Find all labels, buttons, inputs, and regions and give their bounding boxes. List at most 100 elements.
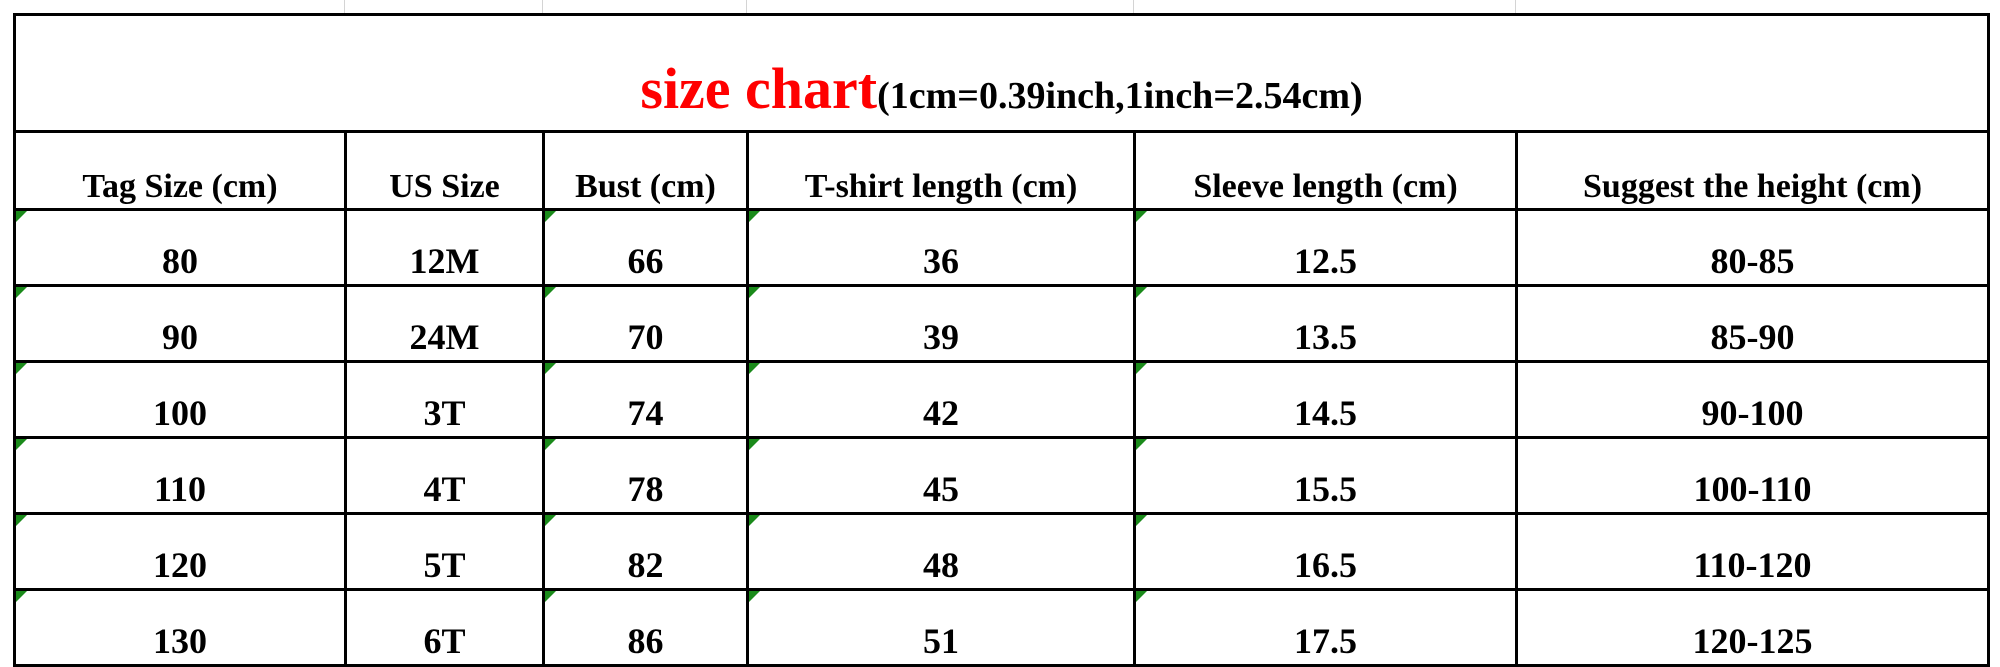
cell-value: 100 <box>153 393 207 433</box>
cell-value: 14.5 <box>1294 393 1357 433</box>
table-cell: 13.5 <box>1133 284 1518 363</box>
table-cell: 80 <box>13 208 347 287</box>
cell-value: 3T <box>423 393 466 433</box>
table-cell: 51 <box>746 588 1136 667</box>
title-main: size chart <box>640 56 878 121</box>
cell-value: 39 <box>923 317 959 357</box>
table-cell: 66 <box>542 208 749 287</box>
table-cell: 85-90 <box>1514 284 1991 363</box>
cell-value: 24M <box>409 317 480 357</box>
spreadsheet-gridlines <box>0 0 2000 13</box>
table-cell: 4T <box>344 436 545 515</box>
cell-value: 12.5 <box>1294 241 1357 281</box>
cell-value: 66 <box>627 241 664 281</box>
table-cell: 45 <box>746 436 1136 515</box>
number-as-text-indicator-icon <box>17 212 27 222</box>
table-cell: 12.5 <box>1133 208 1518 287</box>
cell-value: 17.5 <box>1294 621 1357 661</box>
table-row: 110 4T 78 45 15.5 100-110 <box>13 436 1991 515</box>
table-cell: 90-100 <box>1514 360 1991 439</box>
number-as-text-indicator-icon <box>546 212 556 222</box>
table-cell: 17.5 <box>1133 588 1518 667</box>
table-cell: 36 <box>746 208 1136 287</box>
table-cell: 3T <box>344 360 545 439</box>
column-header: T-shirt length (cm) <box>746 130 1136 211</box>
table-cell: 110-120 <box>1514 512 1991 591</box>
number-as-text-indicator-icon <box>750 364 760 374</box>
cell-value: 12M <box>409 241 480 281</box>
table-cell: 120 <box>13 512 347 591</box>
table-cell: 48 <box>746 512 1136 591</box>
cell-value: 86 <box>627 621 664 661</box>
cell-value: 78 <box>627 469 664 509</box>
number-as-text-indicator-icon <box>546 516 556 526</box>
number-as-text-indicator-icon <box>17 592 27 602</box>
table-cell: 78 <box>542 436 749 515</box>
cell-value: 100-110 <box>1693 469 1812 509</box>
cell-value: 6T <box>423 621 466 661</box>
number-as-text-indicator-icon <box>546 364 556 374</box>
cell-value: 80 <box>162 241 198 281</box>
number-as-text-indicator-icon <box>546 592 556 602</box>
cell-value: 70 <box>627 317 664 357</box>
cell-value: 120 <box>153 545 207 585</box>
table-cell: 80-85 <box>1514 208 1991 287</box>
number-as-text-indicator-icon <box>750 592 760 602</box>
table-cell: 120-125 <box>1514 588 1991 667</box>
number-as-text-indicator-icon <box>17 516 27 526</box>
number-as-text-indicator-icon <box>750 288 760 298</box>
number-as-text-indicator-icon <box>1137 516 1147 526</box>
table-cell: 74 <box>542 360 749 439</box>
table-cell: 130 <box>13 588 347 667</box>
number-as-text-indicator-icon <box>17 440 27 450</box>
table-cell: 100 <box>13 360 347 439</box>
table-cell: 42 <box>746 360 1136 439</box>
table-cell: 24M <box>344 284 545 363</box>
cell-value: 120-125 <box>1692 621 1813 661</box>
cell-value: 110-120 <box>1693 545 1812 585</box>
cell-value: 42 <box>923 393 959 433</box>
cell-value: 90-100 <box>1701 393 1804 433</box>
column-header: Tag Size (cm) <box>13 130 347 211</box>
number-as-text-indicator-icon <box>1137 364 1147 374</box>
table-cell: 100-110 <box>1514 436 1991 515</box>
table-row: 100 3T 74 42 14.5 90-100 <box>13 360 1991 439</box>
table-cell: 90 <box>13 284 347 363</box>
title-conversion: (1cm=0.39inch,1inch=2.54cm) <box>877 75 1363 117</box>
cell-value: 45 <box>923 469 959 509</box>
table-row: 80 12M 66 36 12.5 80-85 <box>13 208 1991 287</box>
cell-value: 90 <box>162 317 198 357</box>
number-as-text-indicator-icon <box>17 364 27 374</box>
table-cell: 86 <box>542 588 749 667</box>
cell-value: 80-85 <box>1710 241 1795 281</box>
cell-value: 15.5 <box>1294 469 1357 509</box>
number-as-text-indicator-icon <box>750 516 760 526</box>
table-cell: 82 <box>542 512 749 591</box>
table-cell: 5T <box>344 512 545 591</box>
number-as-text-indicator-icon <box>750 212 760 222</box>
table-cell: 110 <box>13 436 347 515</box>
number-as-text-indicator-icon <box>17 288 27 298</box>
cell-value: 82 <box>627 545 664 585</box>
cell-value: 13.5 <box>1294 317 1357 357</box>
number-as-text-indicator-icon <box>1137 288 1147 298</box>
column-header: Suggest the height (cm) <box>1514 130 1991 211</box>
column-header: Bust (cm) <box>542 130 749 211</box>
cell-value: 48 <box>923 545 959 585</box>
number-as-text-indicator-icon <box>1137 592 1147 602</box>
cell-value: 5T <box>423 545 466 585</box>
size-chart-table: size chart(1cm=0.39inch,1inch=2.54cm) Ta… <box>12 13 1991 667</box>
number-as-text-indicator-icon <box>1137 440 1147 450</box>
cell-value: 36 <box>923 241 959 281</box>
number-as-text-indicator-icon <box>750 440 760 450</box>
cell-value: 130 <box>153 621 207 661</box>
table-row: 120 5T 82 48 16.5 110-120 <box>13 512 1991 591</box>
cell-value: 110 <box>153 469 206 509</box>
table-cell: 12M <box>344 208 545 287</box>
table-title: size chart(1cm=0.39inch,1inch=2.54cm) <box>12 13 1991 133</box>
number-as-text-indicator-icon <box>546 440 556 450</box>
header-row: Tag Size (cm) US Size Bust (cm) T-shirt len… <box>13 130 1991 211</box>
table-cell: 15.5 <box>1133 436 1518 515</box>
column-header: US Size <box>344 130 545 211</box>
table-cell: 39 <box>746 284 1136 363</box>
